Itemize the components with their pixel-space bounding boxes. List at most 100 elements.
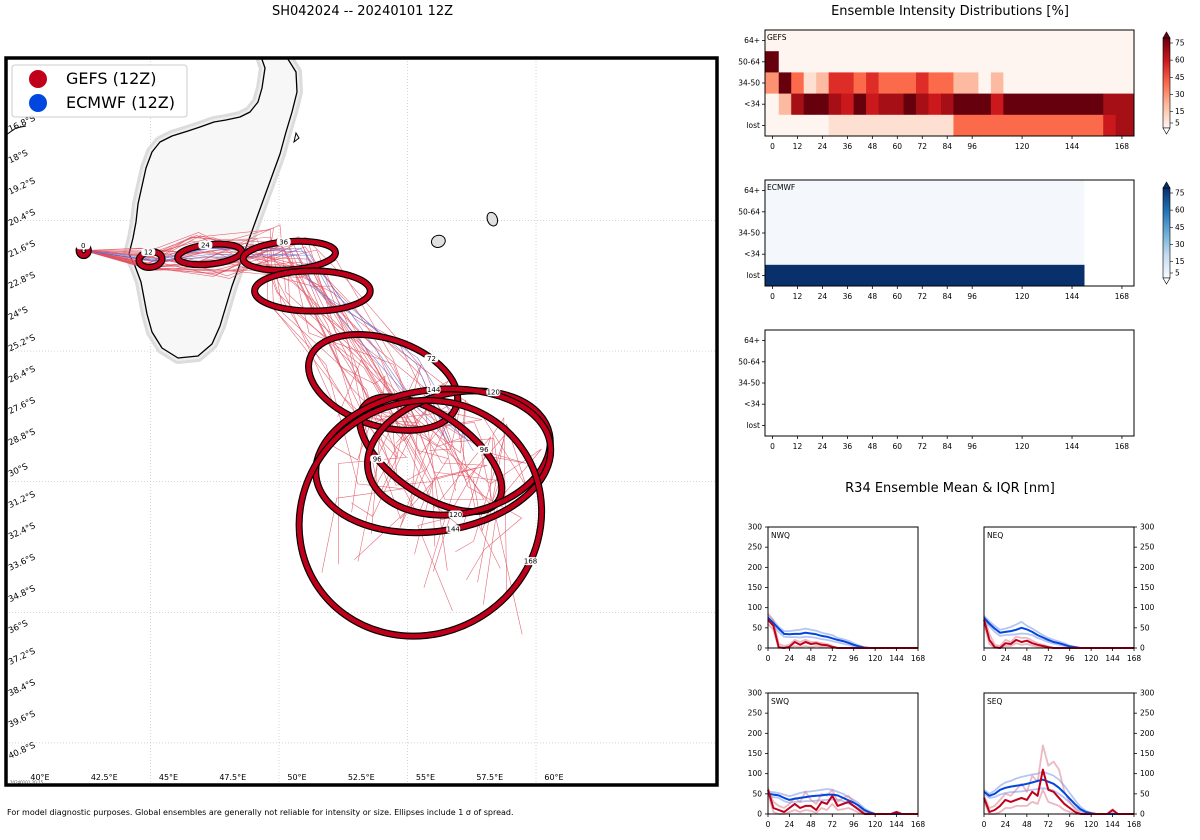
heatmap-row-label: 34-50 [738,79,760,88]
r34-quadrant-label: NEQ [987,531,1003,540]
heat-cell [903,30,917,52]
heatmap-x-tick: 12 [793,142,803,151]
heatmap-x-tick: 48 [868,292,878,301]
heatmap-x-tick: 12 [793,292,803,301]
heatmap-row-label: 34-50 [738,229,760,238]
heat-cell [1078,51,1092,73]
heat-cell [916,93,929,116]
heatmap-row-label: 64+ [744,336,760,345]
heat-cell [1090,30,1104,52]
r34-y-tick: 250 [748,709,763,718]
heat-cell [1078,30,1092,52]
heat-cell [1040,51,1054,73]
r34-x-tick: 168 [911,820,926,829]
heat-cell [803,30,817,52]
ellipse-label: 144 [447,526,461,534]
colorbar-extend-top [1162,31,1171,39]
r34-x-tick: 144 [889,654,904,663]
heat-cell [965,30,979,52]
heat-cell [953,72,967,94]
heat-cell [1053,72,1067,94]
gefs-mean-line [767,789,918,815]
heatmap-model-label: GEFS [767,33,787,42]
heat-cell [990,72,1004,94]
colorbar-tick: 5 [1175,269,1180,278]
heat-cell [778,30,792,52]
ellipse-labels: 0 12 24 36 72 144 120 96 96 120 144 168 [76,237,538,566]
r34-panel-nwq: NWQ 0 24 48 72 96 120 144 168 0 50 100 150 200 250 300 [748,523,926,664]
heatmap-row-label: 64+ [744,186,760,195]
heat-cell [878,114,892,137]
third-intensity-panel: 64+ 50-64 34-50 <34 lost 0 12 24 36 48 60 72 84 96 120… [738,329,1135,451]
heat-cell [928,30,942,52]
r34-x-tick: 144 [889,820,904,829]
heat-cell [965,93,979,116]
heat-cell [1103,30,1117,52]
ellipse-label: 72 [427,355,436,363]
colorbar-extend-bottom [1162,127,1171,135]
gefs-track [83,229,404,573]
heat-cell [816,51,830,73]
heat-cell [965,72,979,94]
r34-y-tick: 100 [1140,603,1155,612]
ellipse-label-bg [426,385,441,394]
heatmap-row-label: <34 [744,400,760,409]
r34-x-tick: 120 [1084,654,1099,663]
r34-x-tick: 96 [849,820,859,829]
heatmap-row-label: lost [746,421,760,430]
islands [430,211,499,248]
heat-cell [828,93,842,116]
heat-cell [990,51,1004,73]
heat-cell [940,30,954,52]
heatmap-frame [764,329,1135,437]
heatmap-x-tick: 84 [942,292,952,301]
heat-cell [853,30,867,52]
heat-cell [965,114,979,137]
heat-cell [1015,114,1029,137]
heatmap-x-tick: 36 [843,142,853,151]
heat-cell [978,72,992,94]
r34-x-tick: 168 [911,654,926,663]
colorbar-tick: 75 [1175,189,1185,198]
ellipse-tau-168 [295,396,546,640]
heat-cell [1040,93,1054,116]
ellipse-label: 96 [373,455,382,463]
r34-x-tick: 0 [982,820,987,829]
heat-cell [903,114,917,137]
r34-y-tick: 0 [757,810,762,819]
lon-tick-label: 45°E [159,773,178,782]
heat-cell [1028,114,1042,137]
heat-cell [765,180,1085,202]
intensity-title: Ensemble Intensity Distributions [%] [831,4,1069,19]
r34-x-tick: 96 [1065,654,1075,663]
r34-x-tick: 168 [1127,820,1142,829]
heat-cell [1015,72,1029,94]
heatmap-row-label: <34 [744,250,760,259]
ellipse-tau-48 [251,267,374,315]
heat-cell [791,72,805,94]
heat-cell [940,72,954,94]
heat-cell [866,114,879,137]
heat-cell [828,51,842,73]
r34-x-tick: 24 [1001,654,1011,663]
r34-y-tick: 50 [1140,623,1150,632]
r34-x-tick: 0 [766,820,771,829]
heat-cell [1103,72,1117,94]
heat-cell [1003,72,1017,94]
heat-cell [816,114,830,137]
ecmwf-intensity-panel: ECMWF 64+ 50-64 34-50 <34 lost 0 12 24 36 48 60 72 84… [738,179,1185,301]
r34-x-tick: 120 [868,820,883,829]
heat-cell [903,51,917,73]
heat-cell [978,30,992,52]
heatmap-row-label: 34-50 [738,379,760,388]
heatmap-x-tick: 144 [1065,442,1080,451]
r34-x-tick: 120 [1084,820,1099,829]
legend-gefs-marker [29,70,47,88]
heatmap-x-tick: 48 [868,142,878,151]
heat-cell [1078,72,1092,94]
ellipse-label: 120 [449,511,462,519]
heatmap-x-tick: 72 [917,292,927,301]
heat-cell [1028,93,1042,116]
